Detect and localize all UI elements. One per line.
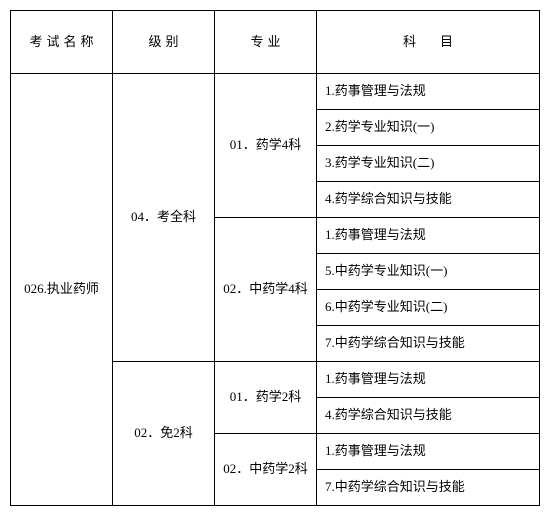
subject-cell: 1.药事管理与法规 [317, 218, 540, 254]
col-subject: 科目 [317, 11, 540, 74]
major-cell-cnpharm4: 02．中药学4科 [215, 218, 317, 362]
col-level: 级别 [113, 11, 215, 74]
subject-cell: 4.药学综合知识与技能 [317, 182, 540, 218]
exam-cell: 026.执业药师 [11, 74, 113, 506]
subject-cell: 1.药事管理与法规 [317, 74, 540, 110]
table-header-row: 考试名称 级别 专业 科目 [11, 11, 540, 74]
major-cell-pharm2: 01．药学2科 [215, 362, 317, 434]
subject-cell: 5.中药学专业知识(一) [317, 254, 540, 290]
table-row: 026.执业药师 04．考全科 01．药学4科 1.药事管理与法规 [11, 74, 540, 110]
major-cell-pharm4: 01．药学4科 [215, 74, 317, 218]
subject-cell: 2.药学专业知识(一) [317, 110, 540, 146]
level-cell-exempt: 02．免2科 [113, 362, 215, 506]
exam-table: 考试名称 级别 专业 科目 026.执业药师 04．考全科 01．药学4科 1.… [10, 10, 540, 506]
subject-cell: 7.中药学综合知识与技能 [317, 326, 540, 362]
subject-cell: 6.中药学专业知识(二) [317, 290, 540, 326]
subject-cell: 1.药事管理与法规 [317, 362, 540, 398]
subject-cell: 1.药事管理与法规 [317, 434, 540, 470]
subject-cell: 4.药学综合知识与技能 [317, 398, 540, 434]
subject-cell: 7.中药学综合知识与技能 [317, 470, 540, 506]
col-exam-name: 考试名称 [11, 11, 113, 74]
major-cell-cnpharm2: 02．中药学2科 [215, 434, 317, 506]
col-major: 专业 [215, 11, 317, 74]
subject-cell: 3.药学专业知识(二) [317, 146, 540, 182]
level-cell-full: 04．考全科 [113, 74, 215, 362]
